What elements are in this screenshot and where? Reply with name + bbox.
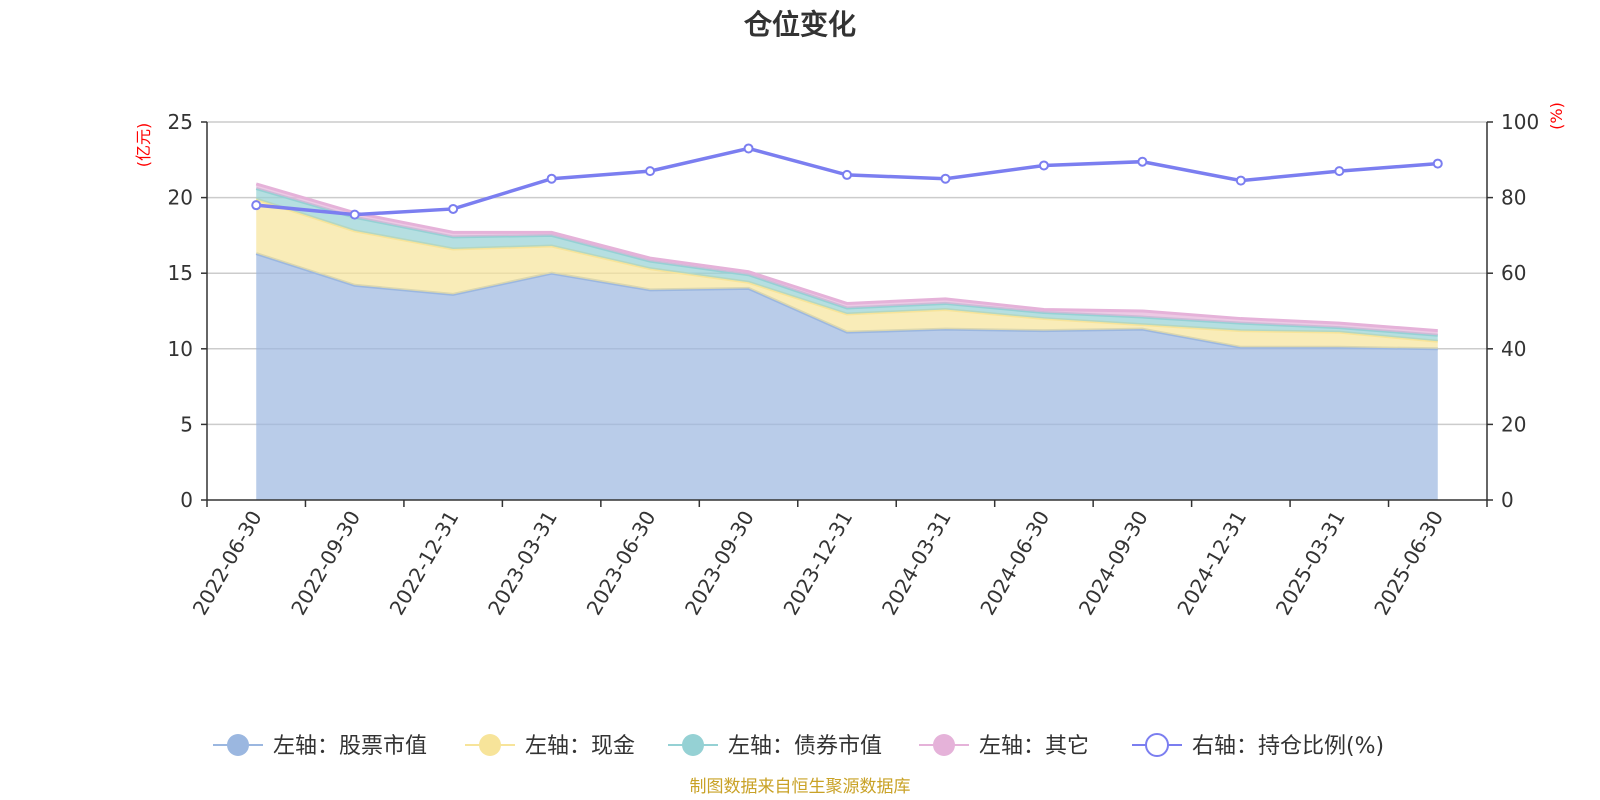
right-axis-tick-label: 60 bbox=[1501, 261, 1526, 285]
legend-marker bbox=[227, 734, 249, 756]
x-axis-tick-label: 2024-09-30 bbox=[1074, 507, 1153, 620]
left-axis-tick-label: 0 bbox=[180, 488, 193, 512]
left-axis-unit: (亿元) bbox=[134, 123, 153, 168]
left-axis-tick-label: 20 bbox=[168, 186, 193, 210]
ratio-point bbox=[645, 166, 656, 177]
left-axis-tick-label: 10 bbox=[168, 337, 193, 361]
x-axis-tick-label: 2024-03-31 bbox=[877, 507, 956, 620]
x-axis-tick-label: 2023-09-30 bbox=[680, 507, 759, 620]
x-axis-tick-label: 2025-03-31 bbox=[1271, 507, 1350, 620]
legend: 左轴：股票市值 左轴：现金 左轴：债券市值 左轴：其它 右轴：持仓比例(%) bbox=[213, 733, 1384, 759]
right-axis-tick-label: 80 bbox=[1501, 186, 1526, 210]
ratio-point bbox=[251, 200, 262, 211]
x-axis-tick-label: 2025-06-30 bbox=[1369, 507, 1448, 620]
ratio-point bbox=[349, 209, 360, 220]
ratio-point bbox=[842, 169, 852, 180]
stacked-areas bbox=[255, 182, 1438, 500]
right-axis-unit: (%) bbox=[1547, 102, 1566, 130]
legend-label: 左轴：其它 bbox=[979, 734, 1089, 759]
legend-label: 左轴：股票市值 bbox=[273, 734, 427, 759]
right-axis-tick-label: 20 bbox=[1501, 412, 1526, 436]
area-cash bbox=[256, 199, 1438, 349]
area-other bbox=[256, 183, 1438, 336]
ratio-point bbox=[1137, 156, 1148, 167]
ratio-line-path bbox=[256, 146, 1438, 217]
legend-marker bbox=[479, 734, 501, 756]
legend-marker bbox=[682, 734, 704, 756]
area-stock-value bbox=[256, 253, 1438, 500]
legend-label: 左轴：现金 bbox=[525, 734, 635, 759]
left-axis-tick-label: 15 bbox=[168, 261, 193, 285]
ratio-point bbox=[546, 173, 557, 184]
area-edge-line bbox=[255, 182, 1438, 333]
data-source-note: 制图数据来自恒生聚源数据库 bbox=[690, 777, 911, 797]
ratio-point bbox=[940, 173, 951, 184]
legend-marker bbox=[933, 734, 955, 756]
right-axis-tick-label: 0 bbox=[1501, 488, 1514, 512]
ratio-point bbox=[1235, 175, 1246, 186]
x-axis-tick-label: 2022-09-30 bbox=[286, 507, 365, 620]
area-bond-value bbox=[256, 188, 1438, 342]
ratio-line bbox=[251, 143, 1443, 220]
x-axis-tick-label: 2023-03-31 bbox=[483, 507, 562, 620]
right-axis-tick-label: 100 bbox=[1501, 110, 1539, 134]
x-axis-tick-label: 2023-06-30 bbox=[582, 507, 661, 620]
x-axis-tick-label: 2022-12-31 bbox=[385, 507, 464, 620]
legend-label: 左轴：债券市值 bbox=[728, 734, 882, 759]
legend-label: 右轴：持仓比例(%) bbox=[1192, 734, 1384, 759]
left-axis-tick-label: 5 bbox=[180, 412, 193, 436]
ratio-point bbox=[1334, 166, 1345, 177]
chart-title: 仓位变化 bbox=[744, 8, 856, 41]
x-axis-tick-label: 2024-12-31 bbox=[1172, 507, 1251, 620]
right-axis-tick-label: 40 bbox=[1501, 337, 1526, 361]
x-axis-tick-label: 2024-06-30 bbox=[975, 507, 1054, 620]
ratio-point bbox=[1038, 160, 1049, 171]
left-axis-tick-label: 25 bbox=[168, 110, 193, 134]
x-axis-tick-label: 2022-06-30 bbox=[188, 507, 267, 620]
ratio-point bbox=[743, 143, 754, 154]
x-axis-tick-label: 2023-12-31 bbox=[778, 507, 857, 620]
legend-marker bbox=[1145, 733, 1169, 757]
ratio-point bbox=[448, 203, 459, 214]
ratio-point bbox=[1432, 158, 1443, 169]
